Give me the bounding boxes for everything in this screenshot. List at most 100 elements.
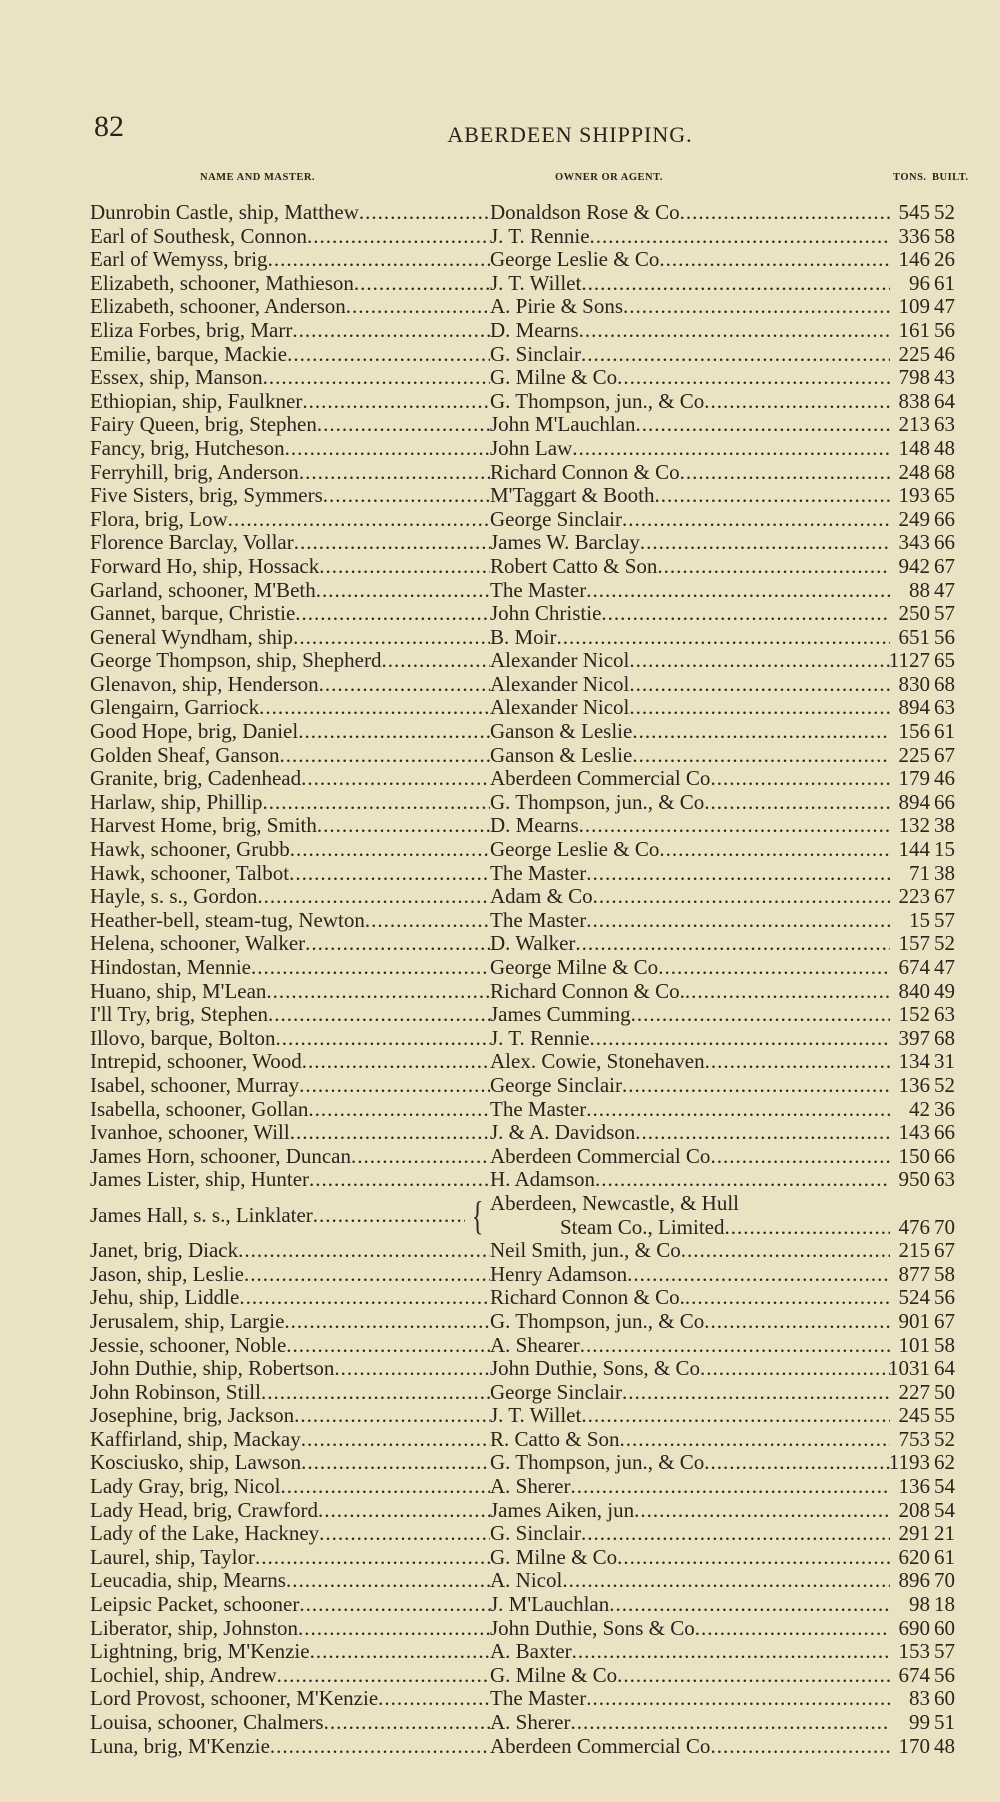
owner-agent-text: Neil Smith, jun., & Co — [490, 1239, 681, 1263]
ship-name-master: Forward Ho, ship, Hossack — [90, 555, 490, 579]
table-row: Jerusalem, ship, Largie G. Thompson, jun.… — [90, 1310, 960, 1334]
dot-leader — [317, 814, 490, 838]
owner-agent: H. Adamson — [490, 1168, 890, 1192]
owner-agent-text: John Duthie, Sons & Co — [490, 1616, 695, 1640]
tons: 227 — [898, 1380, 931, 1404]
built-year: 62 — [934, 1451, 955, 1475]
dot-leader — [580, 1334, 890, 1358]
ship-name-master-text: Leipsic Packet, schooner — [90, 1593, 300, 1617]
ship-name-master: Leucadia, ship, Mearns — [90, 1569, 490, 1593]
dot-leader — [275, 1027, 490, 1051]
dot-leader — [294, 1404, 490, 1428]
built-year: 63 — [934, 696, 955, 720]
ship-name-master-text: Louisa, schooner, Chalmers — [90, 1711, 324, 1734]
dot-leader — [239, 1286, 490, 1310]
dot-leader — [710, 1145, 890, 1169]
ship-name-master: Hindostan, Mennie — [90, 956, 490, 980]
owner-agent: J. & A. Davidson — [490, 1121, 890, 1145]
ship-name-master-text: Jessie, schooner, Noble — [90, 1333, 287, 1357]
ship-name-master-text: Ivanhoe, schooner, Will — [90, 1121, 290, 1145]
dot-leader — [228, 508, 490, 532]
dot-leader — [579, 814, 890, 838]
dot-leader — [301, 1451, 490, 1475]
built-year: 66 — [934, 507, 955, 531]
dot-leader — [251, 956, 490, 980]
dot-leader — [632, 720, 890, 744]
built-year: 46 — [934, 342, 955, 366]
built-year: 38 — [934, 861, 955, 885]
tons: 753 — [898, 1427, 931, 1451]
dot-leader — [244, 1263, 490, 1287]
dot-leader — [292, 319, 490, 343]
dot-leader — [620, 1428, 890, 1452]
dot-leader — [622, 1381, 890, 1405]
tons: 651 — [898, 625, 931, 649]
owner-agent-text: A. Pirie & Sons — [490, 295, 624, 319]
ship-name-master-text: Lady Gray, brig, Nicol — [90, 1475, 281, 1499]
owner-agent-text: George Sinclair — [490, 1380, 622, 1404]
ship-name-master: Leipsic Packet, schooner — [90, 1593, 490, 1617]
built-year: 52 — [934, 1427, 955, 1451]
tons: 545 — [898, 201, 931, 224]
owner-agent-text: Ganson & Leslie — [490, 720, 633, 744]
owner-agent: James Aiken, jun — [490, 1499, 890, 1523]
ship-name-master-text: Five Sisters, brig, Symmers — [90, 484, 323, 508]
dot-leader — [262, 791, 490, 815]
table-row: Lord Provost, schooner, M'Kenzie The Mast… — [90, 1687, 960, 1711]
built-year: 61 — [934, 720, 955, 744]
built-year: 58 — [934, 1333, 955, 1357]
dot-leader — [632, 744, 890, 768]
ship-name-master-text: Helena, schooner, Walker — [90, 932, 306, 956]
dot-leader — [316, 579, 490, 603]
ship-name-master-text: Florence Barclay, Vollar — [90, 531, 294, 555]
ship-name-master: Elizabeth, schooner, Mathieson — [90, 272, 490, 296]
ship-name-master: Liberator, ship, Johnston — [90, 1617, 490, 1641]
owner-agent: G. Sinclair — [490, 1522, 890, 1546]
dot-leader — [323, 484, 490, 508]
table-row: Ethiopian, ship, Faulkner G. Thompson, ju… — [90, 390, 960, 414]
owner-agent: G. Milne & Co — [490, 1546, 890, 1570]
dot-leader — [359, 201, 490, 225]
dot-leader — [238, 1239, 490, 1263]
owner-agent: G. Thompson, jun., & Co — [490, 1310, 890, 1334]
dot-leader — [299, 1593, 490, 1617]
tons: 250 — [898, 602, 931, 626]
tons: 170 — [898, 1734, 931, 1758]
ship-name-master-text: Flora, brig, Low — [90, 507, 228, 531]
built-year: 15 — [934, 838, 955, 862]
dot-leader — [354, 272, 490, 296]
ship-name-master-text: Dunrobin Castle, ship, Matthew — [90, 201, 359, 224]
built-year: 26 — [934, 248, 955, 272]
ship-name-master: Isabella, schooner, Gollan — [90, 1098, 490, 1122]
tons: 1031 — [888, 1357, 930, 1381]
dot-leader — [622, 508, 890, 532]
tons: 896 — [898, 1569, 931, 1593]
ship-name-master-text: John Duthie, ship, Robertson — [90, 1357, 335, 1381]
ship-name-master-text: Intrepid, schooner, Wood — [90, 1050, 302, 1074]
ship-name-master-text: Fairy Queen, brig, Stephen — [90, 413, 317, 437]
ship-name-master-text: Lord Provost, schooner, M'Kenzie — [90, 1687, 379, 1711]
dot-leader — [351, 1145, 490, 1169]
ship-name-master-text: Earl of Southesk, Connon — [90, 224, 307, 248]
ship-name-master-text: Emilie, barque, Mackie — [90, 342, 288, 366]
tons: 674 — [898, 956, 931, 979]
dot-leader — [293, 626, 490, 650]
dot-leader — [581, 272, 890, 296]
owner-agent: George Milne & Co — [490, 956, 890, 980]
dot-leader — [704, 791, 890, 815]
brace-symbol: { — [471, 1192, 484, 1238]
owner-agent-text: John M'Lauchlan — [490, 413, 636, 437]
dot-leader — [255, 1546, 490, 1570]
owner-agent: Henry Adamson — [490, 1263, 890, 1287]
owner-agent: George Sinclair — [490, 1074, 890, 1098]
table-row: James Lister, ship, Hunter H. Adamson 9506… — [90, 1168, 960, 1192]
dot-leader — [302, 390, 490, 414]
built-year: 60 — [934, 1687, 955, 1711]
ship-name-master: Five Sisters, brig, Symmers — [90, 484, 490, 508]
owner-agent: J. T. Willet — [490, 272, 890, 296]
table-row: Josephine, brig, Jackson J. T. Willet 2455… — [90, 1404, 960, 1428]
